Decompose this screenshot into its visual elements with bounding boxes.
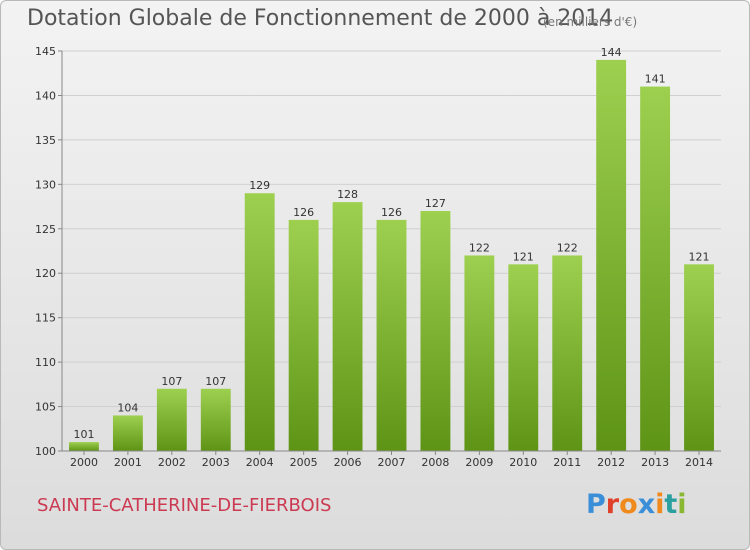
bar-2014 xyxy=(684,264,714,451)
x-tick-label-2013: 2013 xyxy=(641,456,669,469)
logo-letter: x xyxy=(637,489,656,520)
y-tick-label: 130 xyxy=(35,178,56,191)
bar-2011 xyxy=(552,255,583,451)
x-tick-label-2004: 2004 xyxy=(246,456,274,469)
x-tick-label-2009: 2009 xyxy=(465,456,493,469)
y-tick-label: 140 xyxy=(35,89,56,102)
y-tick-label: 135 xyxy=(35,134,56,147)
y-tick-label: 105 xyxy=(35,401,56,414)
value-label-2010: 121 xyxy=(513,250,534,263)
value-label-2007: 126 xyxy=(381,206,402,219)
place-name: SAINTE-CATHERINE-DE-FIERBOIS xyxy=(37,495,332,516)
x-tick-label-2003: 2003 xyxy=(202,456,230,469)
x-tick-label-2007: 2007 xyxy=(378,456,406,469)
value-label-2001: 104 xyxy=(117,401,138,414)
value-label-2012: 144 xyxy=(601,46,622,59)
value-label-2005: 126 xyxy=(293,206,314,219)
bar-2013 xyxy=(640,86,671,452)
logo-letter: i xyxy=(677,489,687,520)
y-tick-label: 145 xyxy=(35,45,56,58)
logo-letter: t xyxy=(664,489,678,520)
logo-letter: P xyxy=(586,489,606,520)
y-tick-label: 125 xyxy=(35,223,56,236)
logo-letter: i xyxy=(655,489,665,520)
bar-2000 xyxy=(69,442,99,451)
y-tick-label: 120 xyxy=(35,267,56,280)
value-label-2011: 122 xyxy=(557,241,578,254)
bar-2009 xyxy=(464,255,495,451)
chart-title: Dotation Globale de Fonctionnement de 20… xyxy=(27,6,614,31)
bar-2002 xyxy=(156,388,187,451)
bar-2001 xyxy=(112,415,143,451)
value-label-2002: 107 xyxy=(161,375,182,388)
bar-2003 xyxy=(200,388,231,451)
proxiti-logo[interactable]: Proxiti xyxy=(586,489,687,520)
value-label-2004: 129 xyxy=(249,179,270,192)
value-label-2009: 122 xyxy=(469,241,490,254)
axes: 100 105 110 115 120 125 130 135 140 145 2000 2001 20… xyxy=(35,45,721,469)
bar-2010 xyxy=(508,264,539,451)
bar-2008 xyxy=(420,211,451,451)
x-tick-label-2000: 2000 xyxy=(70,456,98,469)
x-tick-label-2012: 2012 xyxy=(597,456,625,469)
x-tick-label-2010: 2010 xyxy=(509,456,537,469)
bar-2012 xyxy=(596,59,627,452)
value-label-2006: 128 xyxy=(337,188,358,201)
x-tick-label-2001: 2001 xyxy=(114,456,142,469)
chart-subtitle: (en milliers d'€) xyxy=(543,15,638,29)
x-tick-label-2008: 2008 xyxy=(421,456,449,469)
bar-2007 xyxy=(376,219,407,451)
bar-2006 xyxy=(332,202,363,451)
x-tick-label-2002: 2002 xyxy=(158,456,186,469)
x-tick-label-2014: 2014 xyxy=(685,456,713,469)
bar-2004 xyxy=(244,193,275,451)
y-tick-label: 100 xyxy=(35,445,56,458)
value-label-2014: 121 xyxy=(689,250,710,263)
value-label-2000: 101 xyxy=(73,428,94,441)
value-label-2013: 141 xyxy=(645,73,666,86)
bars: 101 104 107 107 129 126 128 126 127 122 121 122 144 1… xyxy=(69,46,714,452)
x-tick-label-2011: 2011 xyxy=(553,456,581,469)
x-tick-label-2005: 2005 xyxy=(290,456,318,469)
bar-2005 xyxy=(288,219,319,451)
logo-letter: r xyxy=(605,489,620,520)
value-label-2003: 107 xyxy=(205,375,226,388)
logo-letter: o xyxy=(619,489,638,520)
y-tick-label: 115 xyxy=(35,312,56,325)
value-label-2008: 127 xyxy=(425,197,446,210)
x-tick-label-2006: 2006 xyxy=(334,456,362,469)
y-tick-label: 110 xyxy=(35,356,56,369)
